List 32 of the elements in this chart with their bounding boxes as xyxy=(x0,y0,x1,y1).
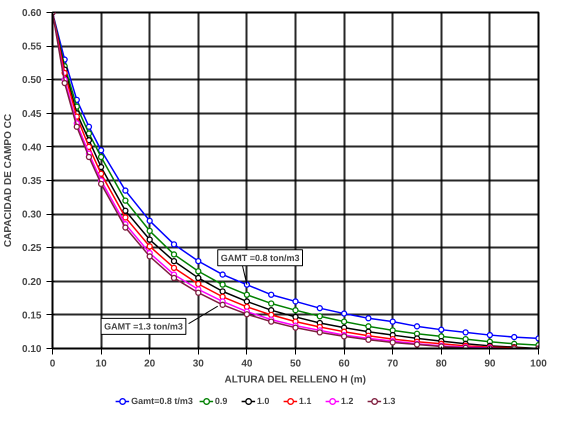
x-tick-label: 10 xyxy=(96,358,108,370)
legend-label: 1.2 xyxy=(340,396,354,406)
x-axis-title: ALTURA DEL RELLENO H (m) xyxy=(224,374,366,386)
y-tick-label: 0.25 xyxy=(22,243,42,254)
legend-label: 1.1 xyxy=(298,396,312,406)
x-tick-label: 80 xyxy=(436,358,448,370)
y-tick-label: 0.55 xyxy=(22,42,42,53)
y-tick-label: 0.20 xyxy=(22,276,42,288)
x-tick-label: 0 xyxy=(50,358,56,370)
x-tick-label: 20 xyxy=(144,358,156,370)
x-tick-label: 60 xyxy=(338,358,350,370)
y-tick-label: 0.60 xyxy=(22,8,42,19)
y-tick-label: 0.45 xyxy=(22,108,42,120)
y-tick-label: 0.30 xyxy=(22,210,42,221)
x-tick-label: 90 xyxy=(484,358,496,370)
x-tick-label: 30 xyxy=(192,358,204,370)
legend-label: 1.3 xyxy=(382,396,396,406)
y-tick-label: 0.35 xyxy=(22,176,42,187)
x-tick-label: 40 xyxy=(241,358,253,370)
legend-label: 1.0 xyxy=(256,396,270,406)
annotation: GAMT =0.8 ton/m3 xyxy=(220,252,300,263)
legend-label: Gamt=0.8 t/m3 xyxy=(131,396,193,406)
x-tick-label: 70 xyxy=(387,358,399,370)
y-axis-title: CAPACIDAD DE CAMPO CC xyxy=(3,114,14,248)
y-tick-label: 0.40 xyxy=(22,142,42,154)
y-tick-label: 0.50 xyxy=(22,75,42,86)
x-tick-label: 50 xyxy=(290,358,302,370)
legend-label: 0.9 xyxy=(214,396,228,406)
x-tick-label: 100 xyxy=(530,358,548,370)
annotation: GAMT =1.3 ton/m3 xyxy=(104,321,183,332)
y-tick-label: 0.15 xyxy=(22,310,42,322)
y-tick-label: 0.10 xyxy=(22,344,42,355)
